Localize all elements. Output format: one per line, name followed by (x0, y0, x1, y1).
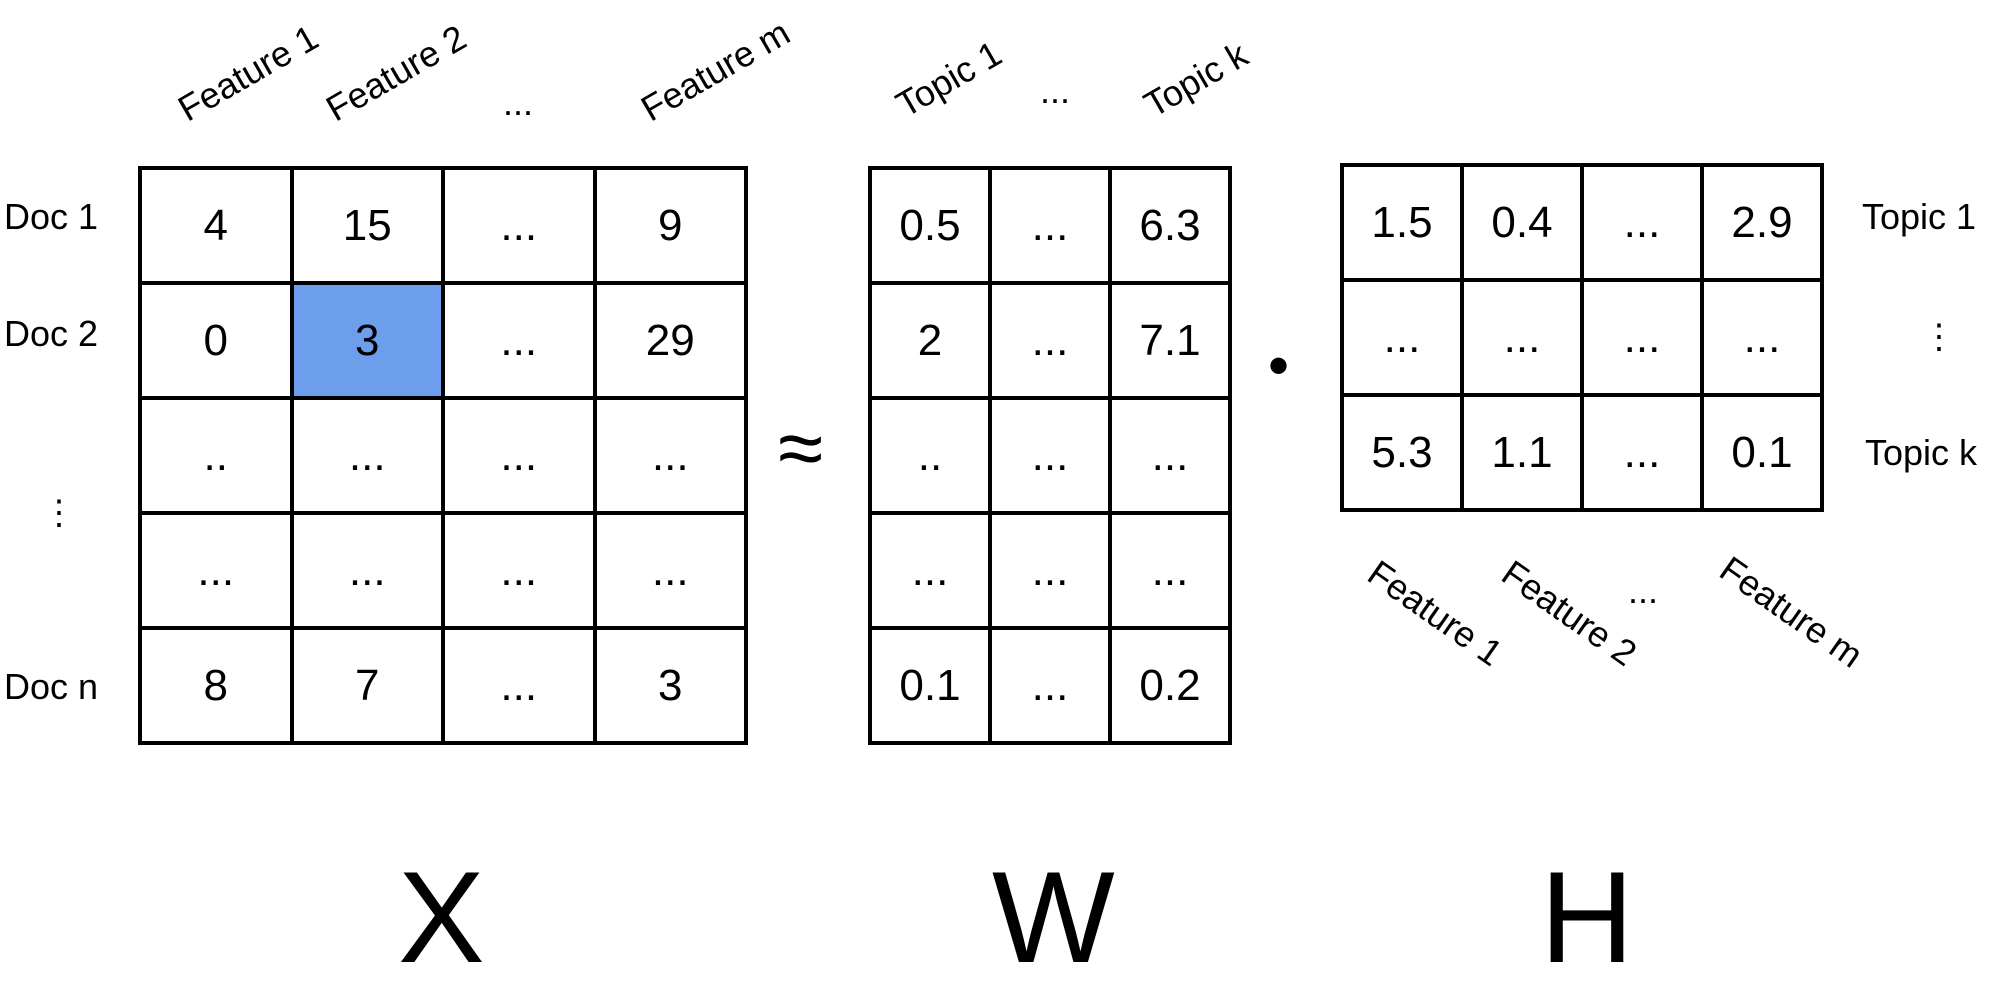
w-cell: ... (988, 626, 1112, 745)
x-cell: ... (289, 511, 445, 630)
x-cell: ... (441, 281, 597, 400)
approx-symbol: ≈ (778, 403, 824, 494)
h-matrix-name: H (1540, 844, 1634, 990)
w-cell: .. (868, 396, 992, 515)
x-cell: 15 (289, 166, 445, 285)
h-cell: 0.1 (1700, 393, 1824, 512)
w-cell: 0.2 (1108, 626, 1232, 745)
w-cell: ... (988, 511, 1112, 630)
h-row-label-topic-k: Topic k (1865, 432, 1978, 473)
w-cell: ... (868, 511, 992, 630)
h-col-label-feature-m: Feature m (1712, 548, 1871, 676)
x-col-label-feature-1: Feature 1 (171, 16, 325, 130)
w-col-label-topic-1: Topic 1 (889, 32, 1009, 126)
w-cell: 2 (868, 281, 992, 400)
w-cell: ... (988, 396, 1112, 515)
x-cell: ... (441, 626, 597, 745)
x-cell: 29 (592, 281, 748, 400)
h-cell: 1.1 (1460, 393, 1584, 512)
x-cell: ... (592, 396, 748, 515)
x-cell-highlighted: 3 (289, 281, 445, 400)
x-cell: ... (289, 396, 445, 515)
h-cell: 1.5 (1340, 163, 1464, 282)
h-cell: ... (1340, 278, 1464, 397)
w-matrix: 0.5 ... 6.3 2 ... 7.1 .. ... ... ... ...… (868, 166, 1232, 745)
x-cell: 4 (138, 166, 294, 285)
x-cell: ... (441, 396, 597, 515)
h-cell: ... (1580, 393, 1704, 512)
h-col-label-ellipsis: ... (1628, 570, 1659, 611)
x-row-label-doc-n: Doc n (4, 666, 99, 707)
x-matrix-name: X (398, 844, 485, 990)
h-cell: ... (1460, 278, 1584, 397)
w-cell: 0.1 (868, 626, 992, 745)
w-matrix-name: W (992, 844, 1115, 990)
x-row-label-doc-1: Doc 1 (4, 196, 99, 237)
h-cell: ... (1580, 278, 1704, 397)
w-cell: ... (1108, 511, 1232, 630)
h-row-label-topic-1: Topic 1 (1862, 196, 1977, 237)
w-cell: ... (988, 281, 1112, 400)
x-col-label-feature-2: Feature 2 (319, 16, 473, 130)
h-matrix: 1.5 0.4 ... 2.9 ... ... ... ... 5.3 1.1 … (1340, 163, 1824, 512)
x-cell: ... (592, 511, 748, 630)
w-cell: 0.5 (868, 166, 992, 285)
h-cell: 0.4 (1460, 163, 1584, 282)
h-cell: ... (1580, 163, 1704, 282)
h-row-label-vertical-ellipsis: ⋮ (1922, 318, 1956, 356)
w-cell: ... (1108, 396, 1232, 515)
x-cell: .. (138, 396, 294, 515)
h-cell: ... (1700, 278, 1824, 397)
w-cell: ... (988, 166, 1112, 285)
h-cell: 2.9 (1700, 163, 1824, 282)
x-cell: 7 (289, 626, 445, 745)
w-col-label-topic-k: Topic k (1137, 33, 1255, 126)
x-cell: ... (138, 511, 294, 630)
w-cell: 6.3 (1108, 166, 1232, 285)
x-cell: 9 (592, 166, 748, 285)
x-cell: ... (441, 511, 597, 630)
x-matrix: 4 15 ... 9 0 3 ... 29 .. ... ... ... ...… (138, 166, 748, 745)
w-col-label-ellipsis: ... (1040, 70, 1071, 111)
x-row-label-doc-2: Doc 2 (4, 313, 99, 354)
x-cell: 3 (592, 626, 748, 745)
x-col-label-feature-m: Feature m (634, 11, 797, 130)
x-col-label-ellipsis: ... (503, 82, 534, 123)
x-cell: 0 (138, 281, 294, 400)
x-cell: ... (441, 166, 597, 285)
dot-product-symbol: • (1268, 332, 1290, 399)
w-cell: 7.1 (1108, 281, 1232, 400)
x-row-label-vertical-ellipsis: ⋮ (42, 494, 76, 532)
x-cell: 8 (138, 626, 294, 745)
h-cell: 5.3 (1340, 393, 1464, 512)
h-col-label-feature-2: Feature 2 (1494, 552, 1645, 674)
h-col-label-feature-1: Feature 1 (1360, 552, 1511, 674)
